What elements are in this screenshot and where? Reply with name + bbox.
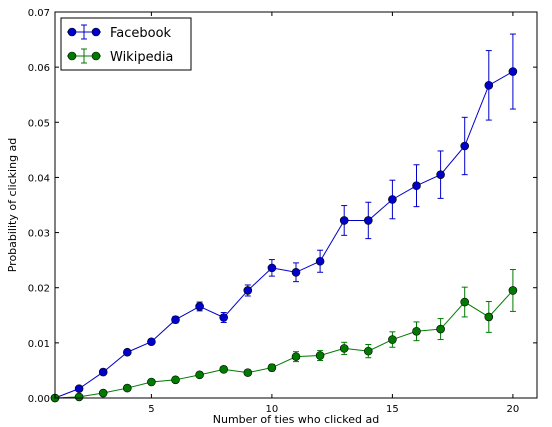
data-point-facebook [123,347,132,357]
data-point-facebook [363,216,373,225]
data-point-facebook [171,315,180,324]
x-tick-label: 5 [148,404,154,415]
data-point-facebook [98,367,108,377]
data-point-facebook [484,81,494,90]
data-point-wikipedia [291,352,301,361]
legend: Facebook Wikipedia [60,17,192,71]
legend-marker-wikipedia [91,51,101,61]
y-tick-label: 0.03 [28,229,50,240]
legend-marker-facebook [67,27,77,37]
y-tick-label: 0.05 [28,118,50,129]
data-point-wikipedia [363,346,373,356]
data-point-wikipedia [388,335,397,344]
series-layer [50,33,518,403]
series-line-facebook [54,71,514,399]
data-point-wikipedia [123,383,132,393]
data-point-wikipedia [315,351,325,360]
plot-frame [54,11,538,399]
data-point-facebook [267,263,277,273]
data-point-facebook [219,313,228,322]
x-tick-label: 20 [507,404,520,415]
data-point-facebook [243,286,253,295]
y-tick-label: 0.02 [28,284,50,295]
data-point-facebook [147,337,156,347]
data-point-facebook [195,302,204,311]
y-tick-label: 0.01 [28,339,50,350]
legend-marker-wikipedia [67,51,77,61]
x-tick-label: 15 [386,404,399,415]
data-point-wikipedia [508,286,518,295]
data-point-facebook [291,267,301,277]
legend-entry-facebook: Facebook [67,24,172,41]
legend-label-wikipedia: Wikipedia [110,50,173,65]
data-point-facebook [74,384,84,393]
series-facebook [50,33,518,403]
y-tick-label: 0.07 [28,8,50,19]
data-point-facebook [508,67,518,76]
data-point-wikipedia [267,363,277,372]
data-point-wikipedia [74,392,84,402]
legend-label-facebook: Facebook [110,26,172,41]
data-point-wikipedia [436,324,445,334]
data-point-facebook [339,216,349,225]
x-tick-label: 10 [266,404,279,415]
data-point-facebook [315,256,325,266]
data-point-facebook [412,181,421,190]
data-point-wikipedia [195,370,204,380]
y-axis-label: Probability of clicking ad [6,138,19,273]
y-tick-label: 0.00 [28,394,50,405]
legend-marker-facebook [91,27,101,37]
data-point-wikipedia [171,375,180,385]
data-point-wikipedia [484,312,494,322]
data-point-wikipedia [147,377,156,387]
plot-area [55,12,537,398]
data-point-facebook [460,141,470,151]
data-point-facebook [436,170,445,179]
y-tick-label: 0.04 [28,173,50,184]
data-point-wikipedia [412,326,421,336]
data-point-wikipedia [460,297,470,307]
data-point-wikipedia [219,365,228,374]
data-point-wikipedia [339,344,349,353]
data-point-wikipedia [98,388,108,398]
series-wikipedia [50,269,518,403]
y-tick-label: 0.06 [28,63,50,74]
legend-box [60,17,192,71]
data-point-wikipedia [243,368,253,377]
x-axis-label: Number of ties who clicked ad [213,413,380,426]
data-point-facebook [388,195,397,204]
tick-layer: 5 10 15 20 0.00 0.01 0.02 0.03 0.04 0.05 0.06 0.07 [28,8,537,415]
legend-entry-wikipedia: Wikipedia [67,48,173,65]
